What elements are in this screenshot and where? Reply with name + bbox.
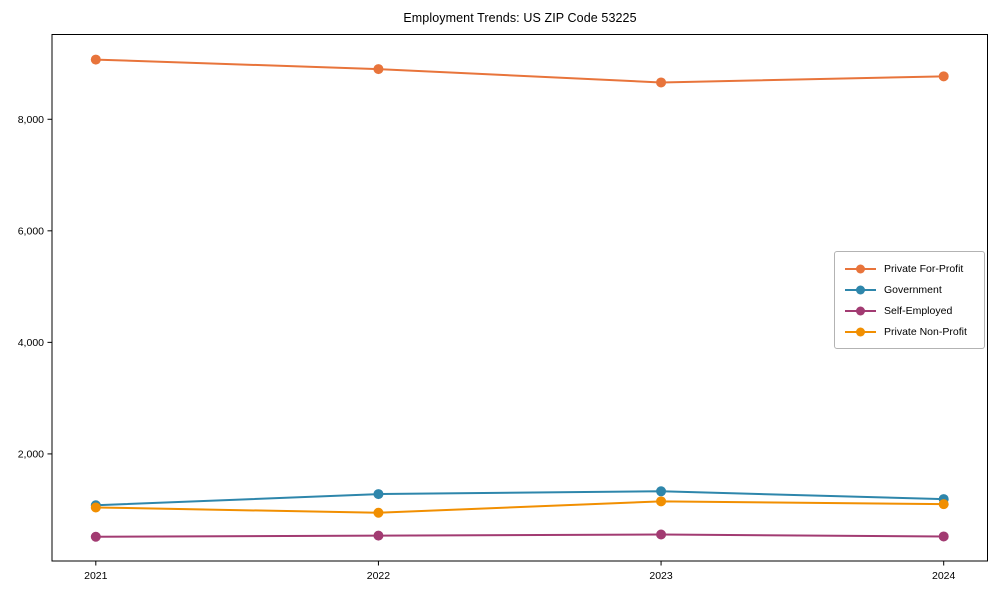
data-point-marker xyxy=(938,499,949,510)
legend-item: Self-Employed xyxy=(844,302,975,319)
data-point-marker xyxy=(656,486,667,497)
data-point-marker xyxy=(373,64,384,75)
data-point-marker xyxy=(90,54,101,65)
x-tick-label: 2023 xyxy=(649,570,673,582)
data-point-marker xyxy=(938,71,949,82)
data-point-marker xyxy=(656,529,667,540)
x-tick-label: 2021 xyxy=(84,570,108,582)
y-tick-label: 4,000 xyxy=(18,337,44,349)
plot-border xyxy=(51,34,988,562)
legend-item: Government xyxy=(844,281,975,298)
y-tick-label: 6,000 xyxy=(18,226,44,238)
x-tick-label: 2024 xyxy=(932,570,956,582)
data-point-marker xyxy=(373,507,384,518)
legend: Private For-Profit Government Self-Employe… xyxy=(834,251,985,349)
legend-item: Private For-Profit xyxy=(844,260,975,277)
data-point-marker xyxy=(656,496,667,507)
legend-item-label: Private For-Profit xyxy=(884,262,964,275)
legend-marker-icon xyxy=(845,264,876,273)
series-line-private-for-profit xyxy=(94,58,945,84)
x-tick-label: 2022 xyxy=(367,570,391,582)
series-line-government xyxy=(94,490,945,507)
series-line-self-employed xyxy=(94,533,945,538)
data-point-marker xyxy=(656,77,667,88)
chart-title: Employment Trends: US ZIP Code 53225 xyxy=(403,11,637,25)
data-point-marker xyxy=(90,502,101,513)
data-point-marker xyxy=(373,530,384,541)
legend-marker-icon xyxy=(845,285,876,294)
data-point-marker xyxy=(373,489,384,500)
legend-item-label: Self-Employed xyxy=(884,304,953,317)
data-point-marker xyxy=(90,531,101,542)
legend-item: Private Non-Profit xyxy=(844,323,975,340)
legend-item-label: Government xyxy=(884,283,942,296)
legend-marker-icon xyxy=(845,327,876,336)
series-line-private-non-profit xyxy=(94,500,945,514)
y-tick-label: 2,000 xyxy=(18,449,44,461)
y-tick-label: 8,000 xyxy=(18,114,44,126)
data-point-marker xyxy=(938,531,949,542)
legend-item-label: Private Non-Profit xyxy=(884,325,967,338)
legend-marker-icon xyxy=(845,306,876,315)
